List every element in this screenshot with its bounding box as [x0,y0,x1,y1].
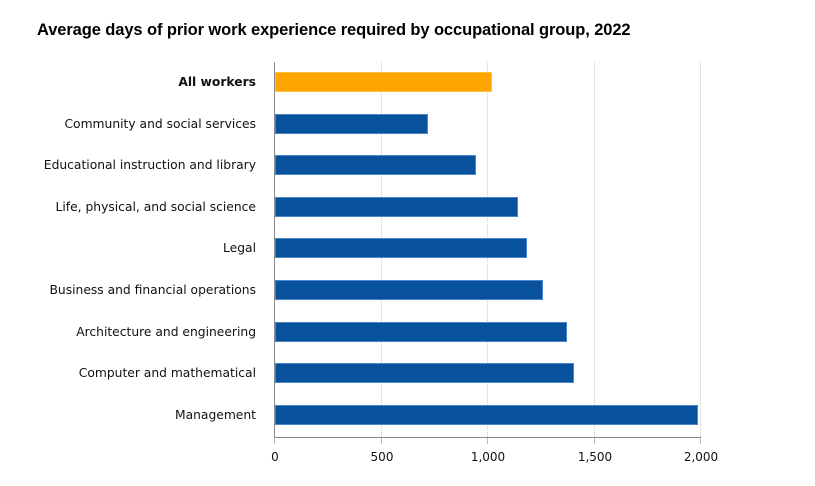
bar [275,363,574,383]
category-label: Business and financial operations [49,283,256,297]
gridline [594,62,595,437]
category-label: Architecture and engineering [76,325,256,339]
bar [275,114,428,134]
category-label: Legal [223,241,256,255]
category-label: Management [174,408,256,422]
bar [275,197,518,217]
bar [275,280,543,300]
x-tick-label: 0 [271,450,279,464]
x-tick [274,438,275,444]
bar [275,155,476,175]
x-tick-label: 500 [370,450,394,464]
y-axis-line [274,62,275,437]
gridline [700,62,701,437]
category-label: Life, physical, and social science [55,200,257,214]
x-tick [594,438,595,444]
category-label: Computer and mathematical [78,366,256,380]
plot-area: 0 500 1,000 1,500 2,000 [271,62,718,464]
category-label: Community and social services [64,117,256,131]
bar [275,322,567,342]
x-tick [700,438,701,444]
x-tick [487,438,488,444]
category-label: All workers [178,75,256,89]
x-tick-label: 1,000 [470,450,506,464]
bar [275,405,698,425]
chart-title: Average days of prior work experience re… [37,21,631,39]
x-tick-label: 1,500 [577,450,613,464]
bar-all-workers [275,72,492,92]
x-tick [381,438,382,444]
x-axis-line [274,437,701,438]
x-tick-label: 2,000 [683,450,719,464]
category-label: Educational instruction and library [43,158,256,172]
bar [275,238,527,258]
